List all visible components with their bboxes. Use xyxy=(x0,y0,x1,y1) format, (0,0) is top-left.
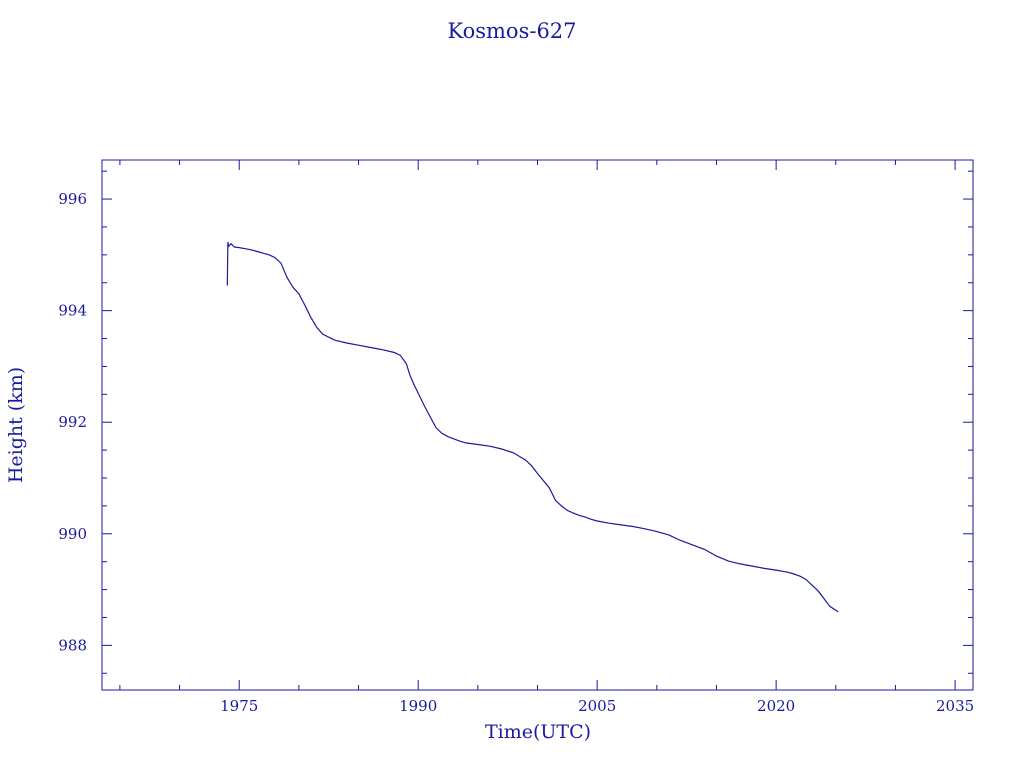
x-tick-label: 1990 xyxy=(399,697,437,715)
chart-title: Kosmos-627 xyxy=(447,19,576,43)
y-tick-label: 994 xyxy=(58,302,87,320)
y-tick-label: 990 xyxy=(58,525,87,543)
x-tick-label: 1975 xyxy=(220,697,258,715)
y-tick-label: 988 xyxy=(58,636,87,654)
x-tick-label: 2020 xyxy=(757,697,795,715)
plot-frame xyxy=(101,159,974,691)
y-tick-label: 992 xyxy=(58,413,87,431)
x-tick-label: 2035 xyxy=(936,697,974,715)
x-tick-label: 2005 xyxy=(578,697,616,715)
series-line-height xyxy=(226,241,839,613)
x-axis-label: Time(UTC) xyxy=(485,721,591,743)
tick-labels: 1975 1990 2005 2020 2035 988 990 992 994 996 xyxy=(58,190,974,715)
y-axis-label: Height (km) xyxy=(5,367,27,483)
y-tick-label: 996 xyxy=(58,190,87,208)
axis-ticks xyxy=(102,160,973,690)
